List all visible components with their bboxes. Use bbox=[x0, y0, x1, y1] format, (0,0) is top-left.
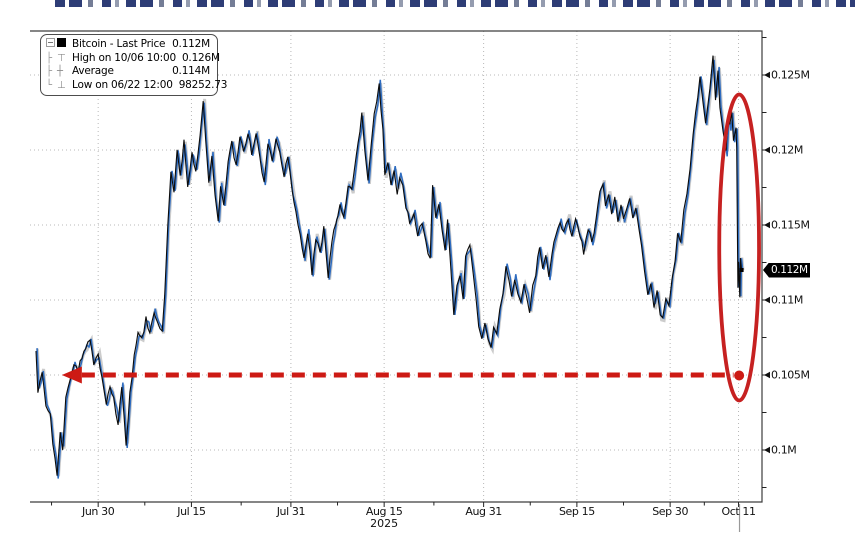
arrow-endpoint-dot bbox=[734, 370, 745, 381]
price-line-halo bbox=[35, 55, 745, 477]
flash-crash-ellipse-annotation bbox=[717, 92, 761, 403]
legend-value: 0.114M bbox=[172, 65, 210, 78]
x-axis-label: Oct 11 bbox=[721, 505, 756, 518]
x-axis-label: Aug 15 bbox=[365, 505, 403, 518]
last-price-axis-tag: 0.112M bbox=[763, 262, 810, 278]
tree-branch-icon: ├ bbox=[46, 52, 52, 64]
legend-label: Average bbox=[72, 65, 114, 78]
legend-expander-icon[interactable] bbox=[46, 38, 57, 51]
arrowhead-left-icon bbox=[61, 366, 82, 384]
price-line bbox=[35, 55, 743, 476]
tree-branch-icon: ├ bbox=[46, 66, 52, 78]
plot-frame bbox=[30, 30, 763, 503]
y-tick-arrow-icon bbox=[764, 371, 770, 379]
y-axis-label: 0.115M bbox=[771, 218, 810, 232]
y-tick-arrow-icon bbox=[764, 221, 770, 229]
high-marker-icon: ⊤ bbox=[57, 52, 66, 64]
cropped-headline-strip bbox=[55, 0, 855, 7]
last-price-marker bbox=[739, 268, 744, 272]
y-tick-arrow-icon bbox=[764, 146, 770, 154]
legend-label: Bitcoin - Last Price bbox=[72, 38, 166, 51]
legend-row-last-price: Bitcoin - Last Price 0.112M bbox=[46, 38, 210, 52]
x-axis-label: Jun 30 bbox=[82, 505, 115, 518]
low-marker-icon: ⊥ bbox=[57, 79, 66, 91]
tree-branch-end-icon: └ bbox=[46, 79, 52, 91]
legend-row-low: └ ⊥ Low on 06/22 12:00 98252.73 bbox=[46, 78, 227, 93]
legend-row-average: ├ ┼ Average 0.114M bbox=[46, 65, 210, 79]
x-axis-year-label: 2025 bbox=[370, 517, 399, 530]
x-axis-label: Aug 31 bbox=[465, 505, 502, 518]
price-line-blue bbox=[36, 59, 744, 479]
y-tick-arrow-icon bbox=[764, 446, 770, 454]
legend-value: 0.112M bbox=[172, 38, 210, 51]
y-axis-label: 0.1M bbox=[771, 443, 797, 457]
y-axis-label: 0.12M bbox=[771, 143, 803, 157]
chart-legend[interactable]: Bitcoin - Last Price 0.112M ├ ⊤ High on … bbox=[40, 34, 227, 96]
average-marker-icon: ┼ bbox=[57, 66, 63, 78]
y-tick-arrow-icon bbox=[764, 71, 770, 79]
legend-label: Low on 06/22 12:00 bbox=[72, 78, 173, 91]
legend-value: 0.126M bbox=[181, 51, 220, 64]
x-axis-label: Sep 30 bbox=[652, 505, 689, 518]
x-axis-label: Jul 31 bbox=[276, 505, 306, 518]
legend-value: 98252.73 bbox=[178, 78, 228, 91]
y-axis-label: 0.105M bbox=[771, 368, 810, 382]
legend-label: High on 10/06 10:00 bbox=[72, 51, 176, 64]
x-axis-label: Jul 15 bbox=[177, 505, 206, 518]
series-swatch-icon bbox=[57, 38, 72, 51]
legend-row-high: ├ ⊤ High on 10/06 10:00 0.126M bbox=[46, 51, 220, 66]
x-axis-label: Sep 15 bbox=[558, 505, 595, 518]
y-tick-arrow-icon bbox=[764, 296, 770, 304]
y-axis-label: 0.125M bbox=[771, 68, 810, 82]
y-axis-label: 0.11M bbox=[771, 293, 803, 307]
